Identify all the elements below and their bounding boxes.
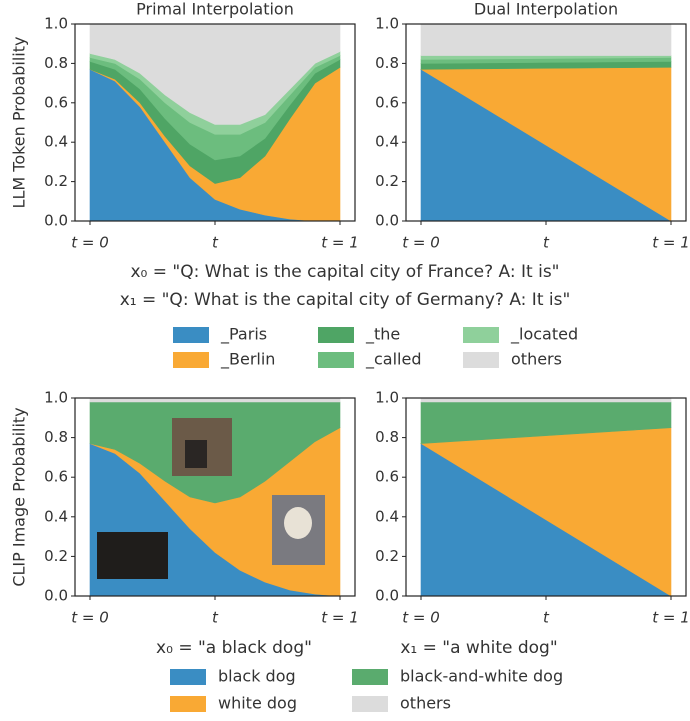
y-tick-label: 0.4 [44,507,68,525]
caption: x₁ = "Q: What is the capital city of Ger… [120,290,571,310]
x-tick-label: t [212,609,219,627]
plots: 0.0 0.2 0.4 0.6 0.8 1.0 t = 0 t t = 1 Primal Inte… [10,0,690,713]
legend-swatch [318,327,354,343]
legend-label: black-and-white dog [400,667,563,686]
legend-label: _called [365,350,422,370]
y-tick-label: 0.4 [375,133,399,151]
y-tick-label: 0.8 [44,54,68,72]
y-tick-label: 0.4 [44,133,68,151]
photo-detail [185,440,207,468]
x-tick-label: t [543,234,550,252]
x-tick-label: t = 0 [402,609,440,627]
legend-label: others [511,350,562,369]
photo-detail [284,507,312,539]
legend-label: _Paris [220,325,267,345]
y-axis-label: CLIP Image Probability [10,407,29,586]
y-tick-label: 0.2 [375,547,399,565]
y-axis-label: LLM Token Probability [10,37,29,209]
legend-swatch [170,696,206,712]
y-tick-label: 0.2 [44,547,68,565]
y-tick-label: 0.2 [44,172,68,190]
legend-swatch [173,327,209,343]
y-tick-label: 0.0 [44,587,68,605]
legend-label: others [400,694,451,713]
legend-label: _Berlin [220,350,275,370]
y-tick-label: 0.6 [44,468,68,486]
photo-thumbnails [97,418,325,579]
legend-label: _located [510,325,578,345]
photo-black-dog [97,532,168,579]
legend-swatch [352,669,388,685]
y-tick-label: 0.8 [375,54,399,72]
y-tick-label: 0.6 [44,93,68,111]
y-tick-label: 1.0 [375,15,399,33]
caption: x₀ = "Q: What is the capital city of Fra… [131,262,560,282]
y-tick-label: 0.0 [375,587,399,605]
y-tick-label: 0.0 [375,212,399,230]
legend-swatch [463,327,499,343]
x-tick-label: t = 0 [402,234,440,252]
chart-title: Primal Interpolation [136,0,294,19]
legend-swatch [173,352,209,368]
x-tick-label: t [543,609,550,627]
x-tick-label: t = 1 [652,609,690,627]
y-tick-label: 0.2 [375,172,399,190]
legend-label: _the [365,325,400,345]
x-tick-label: t = 1 [321,234,359,252]
y-tick-label: 0.6 [375,93,399,111]
chart-title: Dual Interpolation [474,0,618,19]
area [420,23,672,56]
legend-swatch [463,352,499,368]
x-tick-label: t [212,234,219,252]
x-tick-label: t = 0 [71,609,109,627]
legend-swatch [170,669,206,685]
y-tick-label: 0.6 [375,468,399,486]
caption: x₀ = "a black dog" [156,638,312,658]
legend-label: black dog [218,667,296,686]
y-tick-label: 1.0 [44,389,68,407]
x-tick-label: t = 1 [321,609,359,627]
y-tick-label: 1.0 [44,15,68,33]
legend-swatch [318,352,354,368]
y-tick-label: 0.8 [375,428,399,446]
x-tick-label: t = 1 [652,234,690,252]
legend-swatch [352,696,388,712]
legend-label: white dog [218,694,297,713]
y-tick-label: 0.8 [44,428,68,446]
x-tick-label: t = 0 [71,234,109,252]
y-tick-label: 0.0 [44,212,68,230]
y-tick-label: 1.0 [375,389,399,407]
y-tick-label: 0.4 [375,507,399,525]
caption: x₁ = "a white dog" [400,638,557,658]
